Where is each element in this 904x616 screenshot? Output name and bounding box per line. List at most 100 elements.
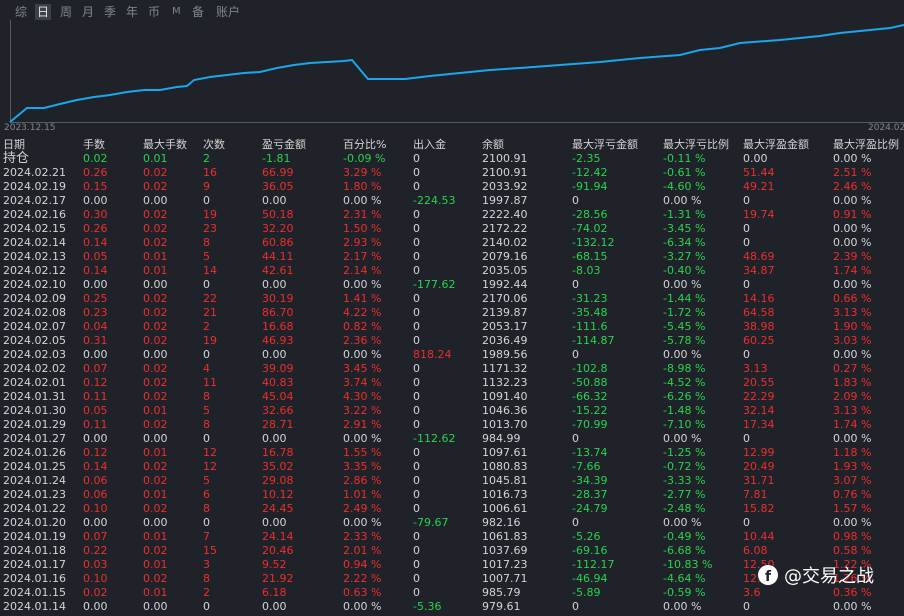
cell: 0.00 [83, 516, 108, 529]
cell: 0.02 [143, 572, 168, 585]
cell: 0.01 [143, 152, 168, 165]
cell: 2.17 % [343, 250, 382, 263]
cell: 0.12 [83, 446, 108, 459]
cell: 8 [203, 418, 210, 431]
cell: 1132.23 [482, 376, 528, 389]
cell: 0.02 [143, 502, 168, 515]
cell: 0.36 % [833, 586, 872, 599]
cell: 8 [203, 502, 210, 515]
cell: 0.14 [83, 236, 108, 249]
tab[interactable]: 日 [35, 4, 52, 20]
cell: 1097.61 [482, 446, 528, 459]
cell: -31.23 [572, 292, 608, 305]
cell: 10.44 [743, 530, 775, 543]
cell: 0 [743, 600, 750, 613]
cell: 0 [413, 502, 420, 515]
row-date: 2024.02.10 [3, 278, 66, 291]
column-header: 最大浮亏金额 [572, 138, 638, 151]
cell: 0.00 % [343, 194, 382, 207]
cell: -74.02 [572, 222, 608, 235]
cell: 0.00 % [663, 194, 702, 207]
row-date: 2024.02.03 [3, 348, 66, 361]
cell: 0.31 [83, 334, 108, 347]
cell: 0 [203, 278, 210, 291]
tab[interactable]: 季 [104, 5, 117, 19]
cell: 0.06 [83, 488, 108, 501]
cell: 0.00 [143, 194, 168, 207]
cell: 8 [203, 390, 210, 403]
tab[interactable]: 月 [82, 5, 95, 19]
cell: 1.01 % [343, 488, 382, 501]
cell: -24.79 [572, 502, 608, 515]
cell: 0.25 [83, 292, 108, 305]
cell: 66.99 [262, 166, 294, 179]
tab[interactable]: 综 [15, 5, 28, 19]
cell: -4.64 % [663, 572, 706, 585]
cell: 0.58 % [833, 544, 872, 557]
cell: 1.41 % [343, 292, 382, 305]
cell: 0 [413, 446, 420, 459]
cell: 23 [203, 222, 217, 235]
cell: 0 [572, 278, 579, 291]
cell: 2170.06 [482, 292, 528, 305]
cell: 0.02 [143, 474, 168, 487]
cell: 3.22 % [343, 404, 382, 417]
cell: 0.01 [143, 530, 168, 543]
cell: -1.81 [262, 152, 291, 165]
cell: -3.45 % [663, 222, 706, 235]
cell: 1.55 % [343, 446, 382, 459]
cell: 16 [203, 166, 217, 179]
column-header: 余额 [482, 138, 504, 151]
cell: 86.70 [262, 306, 294, 319]
cell: 0.07 [83, 362, 108, 375]
cell: 0 [413, 152, 420, 165]
cell: 1.93 % [833, 460, 872, 473]
row-date: 2024.02.05 [3, 334, 66, 347]
tab[interactable]: M [172, 6, 181, 17]
cell: -7.66 [572, 460, 601, 473]
cell: 0.11 [83, 418, 108, 431]
row-date: 2024.01.30 [3, 404, 66, 417]
tab[interactable]: 账户 [216, 5, 241, 19]
tab[interactable]: 周 [60, 5, 73, 19]
balance-chart: 2023.12.15 2024.02.2 [4, 20, 904, 132]
cell: 0.00 % [343, 600, 382, 613]
cell: 46.93 [262, 334, 294, 347]
cell: 49.21 [743, 180, 775, 193]
cell: 0 [572, 348, 579, 361]
cell: 44.11 [262, 250, 294, 263]
tab[interactable]: 年 [126, 5, 139, 19]
cell: -7.10 % [663, 418, 706, 431]
cell: 0.01 [143, 586, 168, 599]
cell: -34.39 [572, 474, 608, 487]
cell: -68.15 [572, 250, 608, 263]
row-date: 2024.01.19 [3, 530, 66, 543]
cell: 0.00 [143, 516, 168, 529]
cell: -0.72 % [663, 460, 706, 473]
cell: -0.09 % [343, 152, 386, 165]
cell: -112.17 [572, 558, 615, 571]
tab[interactable]: 备 [192, 5, 205, 19]
cell: -3.33 % [663, 474, 706, 487]
cell: -1.48 % [663, 404, 706, 417]
cell: 1.26 % [833, 572, 872, 585]
cell: -70.99 [572, 418, 608, 431]
column-header: 次数 [203, 138, 225, 151]
cell: -12.42 [572, 166, 608, 179]
cell: 0.00 [262, 516, 287, 529]
cell: 0 [413, 222, 420, 235]
cell: 3.07 % [833, 474, 872, 487]
cell: 0.14 [83, 460, 108, 473]
cell: -4.60 % [663, 180, 706, 193]
cell: 2.86 % [343, 474, 382, 487]
cell: 22.29 [743, 390, 775, 403]
cell: 3.35 % [343, 460, 382, 473]
cell: 0 [203, 600, 210, 613]
cell: 984.99 [482, 432, 521, 445]
cell: 0.22 [83, 544, 108, 557]
cell: 0 [743, 236, 750, 249]
tab[interactable]: 币 [148, 5, 161, 19]
cell: 7.81 [743, 488, 768, 501]
cell: -28.56 [572, 208, 608, 221]
cell: 2100.91 [482, 152, 528, 165]
